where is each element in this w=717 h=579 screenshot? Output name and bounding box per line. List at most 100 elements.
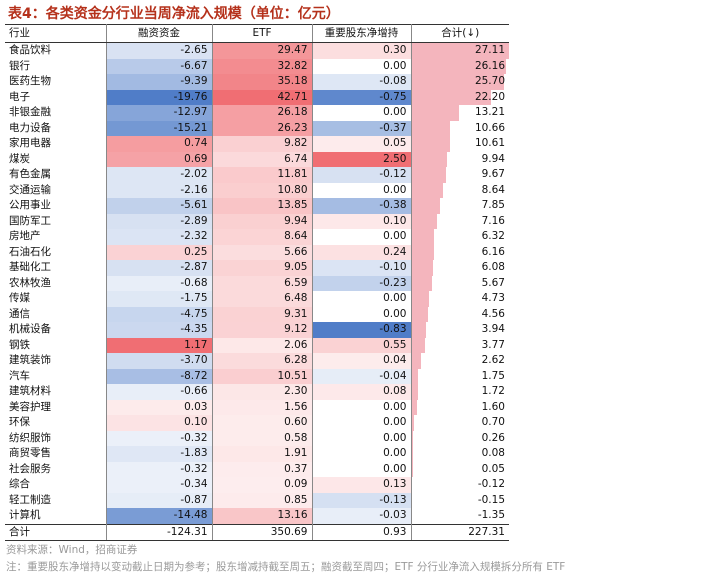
- total-bar: [411, 399, 418, 415]
- etf-cell: 32.82: [212, 58, 313, 74]
- header-row: 行业 融资资金 ETF 重要股东净增持 合计(↓): [5, 24, 509, 43]
- table-row: 农林牧渔 -0.68 6.59 -0.23 5.67: [5, 275, 509, 291]
- total-cell: 7.85: [411, 198, 509, 214]
- total-cell: 6.16: [411, 244, 509, 260]
- etf-cell: 0.85: [212, 492, 313, 508]
- total-value: 2.62: [481, 354, 505, 367]
- total-cell: 26.16: [411, 58, 509, 74]
- finance-cell: -14.48: [106, 508, 213, 524]
- sum-label: 合计: [5, 523, 107, 541]
- finance-cell: -12.97: [106, 105, 213, 121]
- etf-cell: 6.48: [212, 291, 313, 307]
- total-bar: [411, 58, 506, 74]
- total-value: 9.94: [481, 152, 505, 165]
- total-value: 3.94: [481, 323, 505, 336]
- industry-cell: 银行: [5, 58, 107, 74]
- industry-cell: 美容护理: [5, 399, 107, 415]
- total-value: 1.75: [481, 369, 505, 382]
- total-value: 6.08: [481, 261, 505, 274]
- etf-cell: 10.80: [212, 182, 313, 198]
- etf-cell: 35.18: [212, 74, 313, 90]
- finance-cell: -0.34: [106, 477, 213, 493]
- holder-cell: 0.00: [312, 229, 412, 245]
- industry-cell: 纺织服饰: [5, 430, 107, 446]
- holder-cell: 0.24: [312, 244, 412, 260]
- total-cell: 8.64: [411, 182, 509, 198]
- finance-cell: -2.02: [106, 167, 213, 183]
- table-row: 纺织服饰 -0.32 0.58 0.00 0.26: [5, 430, 509, 446]
- industry-cell: 计算机: [5, 508, 107, 524]
- finance-cell: -8.72: [106, 368, 213, 384]
- industry-cell: 社会服务: [5, 461, 107, 477]
- total-bar: [411, 306, 428, 322]
- total-cell: 27.11: [411, 43, 509, 59]
- etf-cell: 2.06: [212, 337, 313, 353]
- holder-cell: 0.08: [312, 384, 412, 400]
- etf-cell: 1.91: [212, 446, 313, 462]
- fund-flow-table: 行业 融资资金 ETF 重要股东净增持 合计(↓) 食品饮料 -2.65 29.47…: [5, 24, 509, 541]
- industry-cell: 建筑材料: [5, 384, 107, 400]
- finance-cell: 0.74: [106, 136, 213, 152]
- finance-cell: -1.75: [106, 291, 213, 307]
- sum-row: 合计 -124.31 350.69 0.93 227.31: [5, 523, 509, 541]
- finance-cell: -19.76: [106, 89, 213, 105]
- total-value: 4.56: [481, 307, 505, 320]
- total-value: 22.20: [474, 90, 505, 103]
- total-bar: [411, 368, 418, 384]
- total-bar: [411, 105, 459, 121]
- table-row: 基础化工 -2.87 9.05 -0.10 6.08: [5, 260, 509, 276]
- total-value: 13.21: [474, 106, 505, 119]
- table-row: 建筑材料 -0.66 2.30 0.08 1.72: [5, 384, 509, 400]
- total-value: 5.67: [481, 276, 505, 289]
- total-value: 9.67: [481, 168, 505, 181]
- total-value: 6.16: [481, 245, 505, 258]
- etf-cell: 10.51: [212, 368, 313, 384]
- finance-cell: -2.87: [106, 260, 213, 276]
- etf-cell: 13.85: [212, 198, 313, 214]
- holder-cell: -0.23: [312, 275, 412, 291]
- table-row: 公用事业 -5.61 13.85 -0.38 7.85: [5, 198, 509, 214]
- total-bar: [411, 120, 450, 136]
- total-bar: [411, 74, 504, 90]
- holder-cell: 0.00: [312, 291, 412, 307]
- total-cell: 0.08: [411, 446, 509, 462]
- holder-cell: -0.10: [312, 260, 412, 276]
- total-bar: [411, 182, 443, 198]
- holder-cell: 0.00: [312, 105, 412, 121]
- etf-cell: 0.09: [212, 477, 313, 493]
- total-value: 3.77: [481, 338, 505, 351]
- industry-cell: 轻工制造: [5, 492, 107, 508]
- total-cell: 25.70: [411, 74, 509, 90]
- total-cell: -1.35: [411, 508, 509, 524]
- table-row: 汽车 -8.72 10.51 -0.04 1.75: [5, 368, 509, 384]
- etf-cell: 5.66: [212, 244, 313, 260]
- industry-cell: 机械设备: [5, 322, 107, 338]
- finance-cell: 0.03: [106, 399, 213, 415]
- holder-cell: 0.05: [312, 136, 412, 152]
- finance-cell: -9.39: [106, 74, 213, 90]
- total-value: 25.70: [474, 75, 505, 88]
- holder-cell: 2.50: [312, 151, 412, 167]
- holder-cell: 0.00: [312, 446, 412, 462]
- total-cell: 6.08: [411, 260, 509, 276]
- total-cell: 10.61: [411, 136, 509, 152]
- total-bar: [411, 89, 492, 105]
- finance-cell: -4.35: [106, 322, 213, 338]
- industry-cell: 汽车: [5, 368, 107, 384]
- total-cell: -0.15: [411, 493, 509, 509]
- etf-cell: 26.23: [212, 120, 313, 136]
- industry-cell: 家用电器: [5, 136, 107, 152]
- table-row: 商贸零售 -1.83 1.91 0.00 0.08: [5, 446, 509, 462]
- total-bar: [411, 275, 432, 291]
- total-value: 7.85: [481, 199, 505, 212]
- sum-etf: 350.69: [212, 523, 313, 541]
- total-cell: 4.73: [411, 291, 509, 307]
- table-row: 建筑装饰 -3.70 6.28 0.04 2.62: [5, 353, 509, 369]
- etf-cell: 9.31: [212, 306, 313, 322]
- finance-cell: -2.65: [106, 42, 213, 59]
- finance-cell: -6.67: [106, 58, 213, 74]
- total-bar: [411, 213, 438, 229]
- finance-cell: -15.21: [106, 120, 213, 136]
- industry-cell: 电子: [5, 89, 107, 105]
- holder-cell: -0.38: [312, 198, 412, 214]
